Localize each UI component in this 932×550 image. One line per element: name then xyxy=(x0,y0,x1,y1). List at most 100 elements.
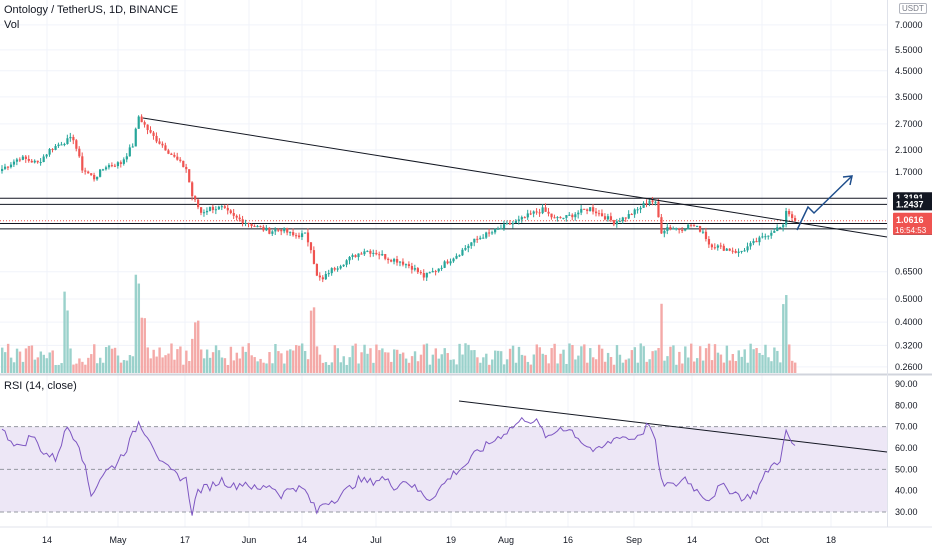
candle-body xyxy=(479,237,482,240)
price-axis-tick: 5.5000 xyxy=(895,45,923,55)
volume-bar xyxy=(161,357,164,373)
candle-body xyxy=(194,196,197,200)
volume-bar xyxy=(740,356,743,373)
volume-bar xyxy=(9,357,13,373)
candle-body xyxy=(580,208,583,213)
candlesticks xyxy=(1,114,797,283)
volume-bar xyxy=(396,349,399,373)
volume-bar xyxy=(624,359,628,373)
pane-separators[interactable] xyxy=(0,0,932,527)
volume-bar xyxy=(651,351,654,373)
volume-bar xyxy=(734,361,737,373)
symbol-legend[interactable]: Ontology / TetherUS, 1D, BINANCE xyxy=(4,4,179,16)
candle-body xyxy=(440,267,443,269)
candle-body xyxy=(672,228,675,230)
candle-body xyxy=(197,199,200,208)
candle-body xyxy=(265,227,268,231)
price-axis-tick: 4.5000 xyxy=(895,66,923,76)
rsi-axis-tick: 40.00 xyxy=(895,486,918,496)
candle-body xyxy=(464,248,467,250)
price-descending-trendline[interactable] xyxy=(142,117,888,238)
volume-bar xyxy=(666,356,669,373)
candle-body xyxy=(9,164,13,168)
rsi-axis-tick: 60.00 xyxy=(895,443,918,453)
volume-bar xyxy=(336,348,340,373)
horizontal-levels[interactable] xyxy=(0,197,887,230)
volume-bar xyxy=(767,357,770,373)
candle-body xyxy=(529,213,532,215)
price-axis[interactable]: 7.0000 5.5000 4.5000 3.5000 2.7000 2.1000 1.70… xyxy=(893,20,932,372)
volume-bar xyxy=(586,362,589,373)
currency-badge[interactable]: USDT xyxy=(899,3,927,14)
candle-body xyxy=(238,217,241,220)
candle-body xyxy=(725,248,728,251)
candle-body xyxy=(96,176,99,180)
rsi-descending-trendline[interactable] xyxy=(458,400,888,453)
candle-body xyxy=(586,209,589,211)
candle-body xyxy=(467,245,470,249)
candle-body xyxy=(3,166,7,169)
candle-body xyxy=(675,228,678,230)
candle-body xyxy=(434,271,437,273)
volume-bar xyxy=(292,350,295,373)
candle-body xyxy=(446,261,449,264)
candle-body xyxy=(274,229,277,232)
candle-body xyxy=(27,158,30,161)
rsi-axis-tick: 80.00 xyxy=(895,400,918,410)
candle-body xyxy=(698,226,702,232)
volume-bar xyxy=(54,364,57,373)
volume-bar xyxy=(33,359,37,373)
volume-bar xyxy=(244,351,247,373)
candle-body xyxy=(321,277,324,280)
time-axis[interactable]: 14 May 17 Jun 14 Jul 19 Aug 16 Sep 14 Oct 18 xyxy=(0,526,932,545)
rsi-legend[interactable]: RSI (14, close) xyxy=(4,380,77,392)
volume-bar xyxy=(520,354,524,373)
candle-body xyxy=(173,154,176,157)
candle-body xyxy=(719,245,722,247)
candle-body xyxy=(767,235,770,237)
volume-bar xyxy=(449,359,452,373)
rsi-axis[interactable]: 90.00 80.00 70.00 60.00 50.00 40.00 30.00 xyxy=(895,379,918,517)
candle-body xyxy=(54,146,57,150)
candle-body xyxy=(327,273,330,275)
candle-body xyxy=(300,233,304,238)
candle-body xyxy=(779,227,782,229)
candle-body xyxy=(262,226,265,231)
candle-body xyxy=(636,209,639,211)
volume-bar xyxy=(612,364,616,373)
volume-bar xyxy=(256,361,259,373)
projection-arrow[interactable] xyxy=(796,175,853,231)
volume-bar xyxy=(452,359,455,373)
candle-body xyxy=(606,216,610,220)
volume-bar xyxy=(615,345,619,373)
candle-body xyxy=(134,128,137,147)
volume-bar xyxy=(532,354,536,373)
candle-body xyxy=(693,225,696,227)
candle-body xyxy=(541,207,544,214)
volume-bar xyxy=(639,343,642,373)
price-axis-tick: 0.3200 xyxy=(895,340,923,350)
candle-body xyxy=(612,220,616,225)
volume-bar xyxy=(110,348,114,373)
candle-body xyxy=(651,200,654,203)
volume-bar xyxy=(541,353,544,373)
volume-bar xyxy=(782,304,785,373)
volume-bar xyxy=(345,364,348,373)
volume-bar xyxy=(194,322,197,373)
candle-body xyxy=(473,238,476,243)
volume-bar xyxy=(226,364,230,373)
candle-body xyxy=(256,226,259,228)
volume-bar xyxy=(217,350,221,373)
candle-body xyxy=(199,207,203,213)
volume-bar xyxy=(75,363,78,373)
volume-bar xyxy=(544,354,547,373)
volume-legend[interactable]: Vol xyxy=(4,19,20,31)
candle-body xyxy=(565,215,568,218)
trendlines[interactable] xyxy=(142,117,888,453)
candle-body xyxy=(532,211,535,214)
candle-body xyxy=(303,232,307,234)
volume-bar xyxy=(39,351,43,373)
candle-body xyxy=(101,169,105,171)
volume-bar xyxy=(63,291,66,373)
